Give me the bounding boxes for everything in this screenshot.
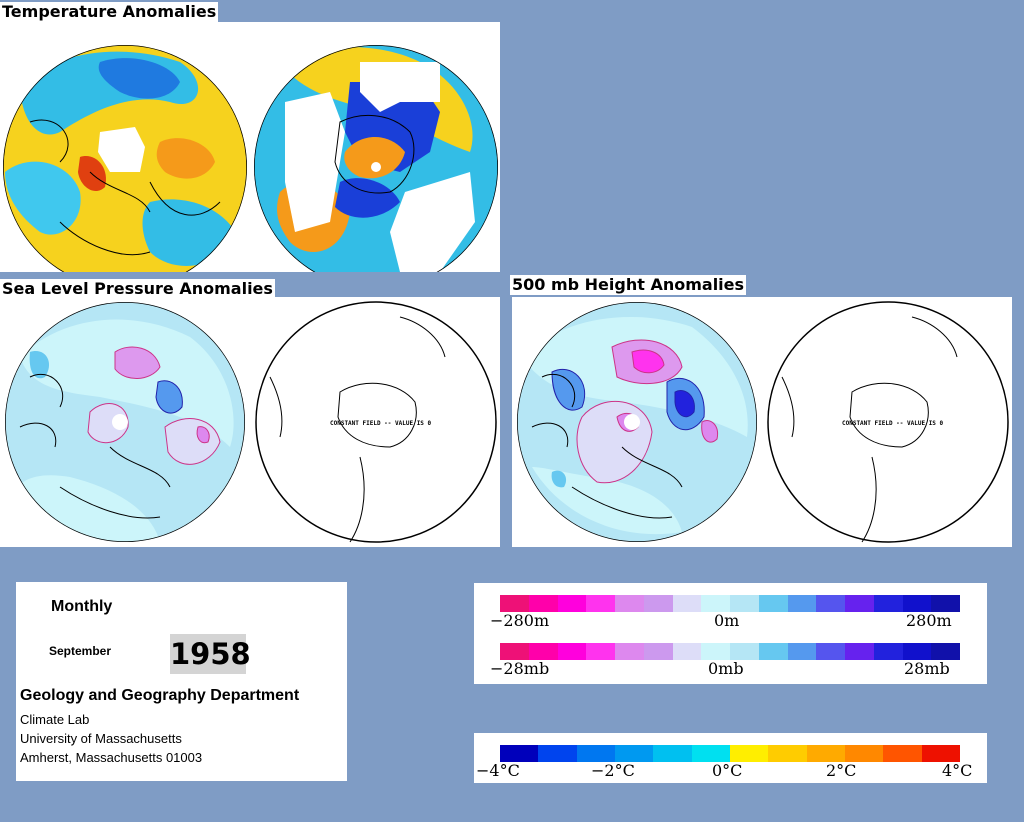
- temp-label-m4: −4°C: [476, 761, 520, 780]
- pressure-swatch: [586, 643, 615, 660]
- contour-legend-box: −280m 0m 280m −28mb 0mb 28mb: [474, 583, 987, 684]
- pressure-swatch: [672, 643, 702, 660]
- month-label: September: [49, 644, 112, 658]
- height-swatch: [787, 595, 817, 612]
- height-label-max: 280m: [906, 611, 952, 630]
- pressure-swatch: [902, 643, 932, 660]
- h500-anomalies-panel: CONSTANT FIELD -- VALUE IS 0: [512, 297, 1012, 547]
- year-label: 1958: [170, 634, 251, 674]
- height-swatch: [500, 595, 529, 612]
- pressure-swatch: [931, 643, 960, 660]
- h500-maps: CONSTANT FIELD -- VALUE IS 0: [517, 301, 1009, 543]
- pressure-swatch: [528, 643, 558, 660]
- temperature-swatch: [538, 745, 577, 762]
- height-swatch: [615, 595, 644, 612]
- temperature-swatch: [500, 745, 539, 762]
- info-line-university: University of Massachusetts: [20, 731, 182, 746]
- temperature-swatch: [768, 745, 807, 762]
- temperature-swatch: [653, 745, 692, 762]
- temperature-south-hemisphere-map: [254, 45, 498, 272]
- slp-maps: CONSTANT FIELD -- VALUE IS 0: [5, 301, 497, 543]
- temperature-swatch: [883, 745, 922, 762]
- pressure-swatch: [787, 643, 817, 660]
- temperature-maps: [3, 45, 498, 272]
- temperature-swatch: [729, 745, 769, 762]
- height-label-min: −280m: [490, 611, 550, 630]
- h500-constant-field-label: CONSTANT FIELD -- VALUE IS 0: [842, 420, 944, 427]
- info-line-lab: Climate Lab: [20, 712, 90, 727]
- height-swatch: [902, 595, 932, 612]
- height-swatch: [873, 595, 903, 612]
- pressure-swatch: [816, 643, 845, 660]
- temperature-north-hemisphere-map: [3, 45, 247, 272]
- pressure-label-min: −28mb: [490, 659, 550, 678]
- pressure-label-mid: 0mb: [708, 659, 744, 678]
- info-line-address: Amherst, Massachusetts 01003: [20, 750, 203, 765]
- department-name: Geology and Geography Department: [20, 687, 300, 704]
- height-swatch: [672, 595, 702, 612]
- temperature-swatch: [921, 745, 960, 762]
- height-color-bar: [500, 595, 960, 612]
- height-label-mid: 0m: [714, 611, 740, 630]
- height-swatch: [730, 595, 759, 612]
- slp-north-hemisphere-map: [5, 302, 245, 542]
- slp-south-hemisphere-map: CONSTANT FIELD -- VALUE IS 0: [255, 301, 497, 543]
- height-swatch: [931, 595, 960, 612]
- pressure-swatch: [557, 643, 587, 660]
- slp-anomalies-title: Sea Level Pressure Anomalies: [0, 279, 275, 299]
- height-swatch: [528, 595, 558, 612]
- h500-anomalies-title: 500 mb Height Anomalies: [510, 275, 747, 295]
- pressure-swatch: [845, 643, 874, 660]
- height-swatch: [758, 595, 788, 612]
- height-swatch: [845, 595, 874, 612]
- pressure-swatch: [615, 643, 644, 660]
- temp-label-p4: 4°C: [942, 761, 973, 780]
- temperature-swatch: [614, 745, 654, 762]
- height-swatch: [701, 595, 730, 612]
- pressure-color-bar: [500, 643, 960, 660]
- temperature-color-bar: [500, 745, 960, 762]
- temp-label-0: 0°C: [712, 761, 743, 780]
- height-swatch: [557, 595, 587, 612]
- temp-label-p2: 2°C: [826, 761, 857, 780]
- period-type: Monthly: [51, 598, 113, 615]
- slp-anomalies-panel: CONSTANT FIELD -- VALUE IS 0: [0, 297, 500, 547]
- pressure-swatch: [643, 643, 673, 660]
- temperature-swatch: [691, 745, 730, 762]
- height-swatch: [586, 595, 615, 612]
- temperature-swatch: [576, 745, 615, 762]
- height-swatch: [816, 595, 845, 612]
- temp-label-m2: −2°C: [591, 761, 635, 780]
- temperature-swatch: [806, 745, 845, 762]
- height-swatch: [643, 595, 673, 612]
- info-box: Monthly September 1958 Geology and Geogr…: [16, 582, 347, 781]
- pressure-swatch: [730, 643, 759, 660]
- pressure-swatch: [758, 643, 788, 660]
- temperature-anomalies-title: Temperature Anomalies: [0, 2, 219, 22]
- temperature-anomalies-panel: [0, 22, 500, 272]
- slp-constant-field-label: CONSTANT FIELD -- VALUE IS 0: [330, 420, 432, 427]
- pressure-swatch: [873, 643, 903, 660]
- temperature-legend-box: −4°C −2°C 0°C 2°C 4°C: [474, 733, 987, 783]
- h500-north-hemisphere-map: [517, 302, 757, 542]
- pressure-label-max: 28mb: [904, 659, 950, 678]
- h500-south-hemisphere-map: CONSTANT FIELD -- VALUE IS 0: [767, 301, 1009, 543]
- pressure-swatch: [701, 643, 730, 660]
- pressure-swatch: [500, 643, 529, 660]
- temperature-swatch: [844, 745, 884, 762]
